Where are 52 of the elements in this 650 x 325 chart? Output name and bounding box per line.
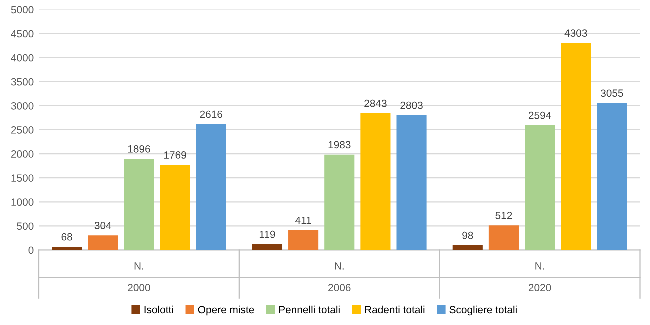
y-tick-label: 500 [17, 222, 34, 230]
legend-label: Opere miste [198, 306, 254, 316]
legend-label: Scogliere totali [450, 306, 517, 316]
data-label: 1769 [164, 152, 186, 159]
bar [396, 115, 427, 250]
bar [525, 125, 556, 250]
data-label: 3055 [601, 90, 624, 98]
bar [160, 165, 190, 250]
y-tick-label: 4500 [11, 30, 34, 38]
data-label: 1983 [328, 141, 351, 149]
data-label: 304 [94, 222, 112, 230]
bar [324, 154, 355, 250]
bar [488, 226, 519, 250]
x-tick-label: 2020 [528, 284, 552, 292]
data-label: 2843 [364, 100, 387, 108]
y-tick-label: 4000 [11, 54, 34, 62]
text: N. [134, 262, 144, 270]
data-label: 512 [496, 212, 512, 220]
y-tick-label: 1500 [12, 174, 34, 182]
x-tick-label: 2000 [128, 284, 150, 292]
y-tick-label: 3500 [11, 78, 34, 86]
y-tick-label: 5000 [11, 6, 34, 14]
y-tick-label: 3000 [11, 102, 34, 110]
y-tick-label: 0 [28, 246, 34, 254]
bar [88, 236, 118, 250]
y-tick-label: 1000 [12, 198, 34, 206]
bar [124, 159, 154, 250]
data-label: 4303 [564, 30, 588, 38]
x-tick-label: 2006 [328, 284, 351, 292]
text: N. [536, 262, 544, 270]
data-label: 119 [260, 230, 276, 238]
legend-label: Pennelli totali [279, 306, 340, 314]
bar [196, 124, 226, 250]
y-tick-label: 2000 [11, 150, 34, 158]
bar [597, 103, 628, 250]
data-label: 98 [462, 232, 474, 240]
data-label: 2616 [200, 110, 222, 118]
y-tick-label: 2500 [11, 126, 34, 134]
legend-label: Radenti totali [365, 306, 425, 314]
text: N. [335, 262, 344, 270]
bar [288, 230, 319, 250]
bar [52, 246, 82, 250]
legend-label: Isolotti [144, 306, 174, 314]
bar [561, 43, 592, 250]
data-label: 1896 [128, 145, 150, 153]
bar [252, 244, 283, 250]
bar [360, 114, 391, 250]
data-label: 411 [295, 216, 312, 224]
data-label: 2803 [400, 102, 423, 110]
bar [452, 246, 483, 250]
data-label: 2594 [528, 112, 552, 120]
data-label: 68 [62, 233, 72, 241]
